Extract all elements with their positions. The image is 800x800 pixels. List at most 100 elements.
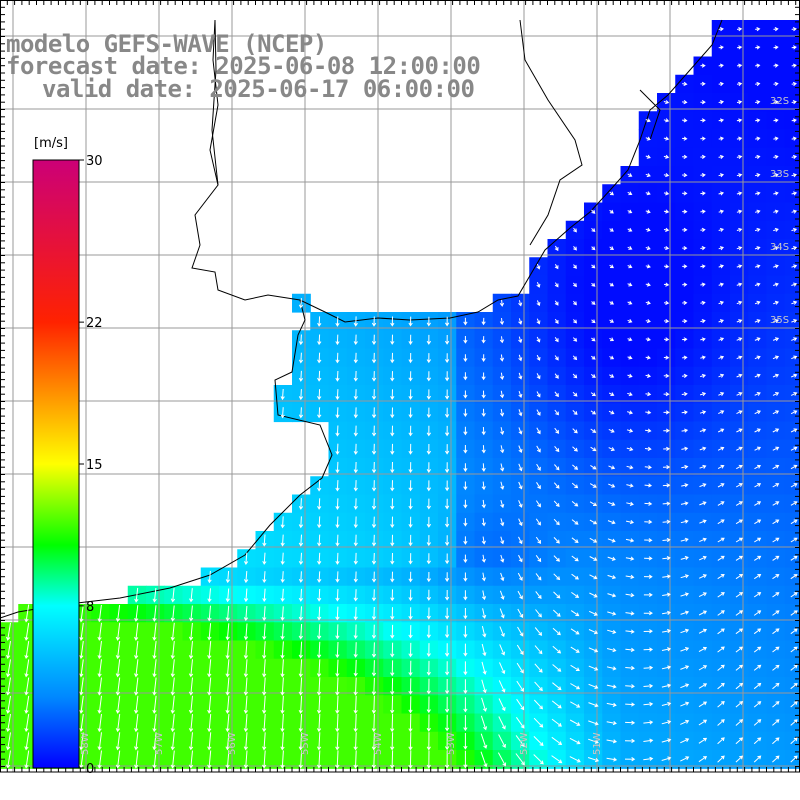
- wind-arrow: [700, 337, 706, 342]
- lagoon-border: [519, 19, 583, 246]
- wind-arrow: [481, 697, 487, 712]
- wind-arrow: [588, 738, 599, 744]
- wind-arrow: [499, 608, 505, 619]
- wind-arrow: [207, 750, 212, 769]
- wind-arrow: [790, 464, 798, 470]
- wind-arrow: [6, 750, 11, 769]
- wind-arrow: [753, 664, 762, 671]
- wind-arrow: [298, 516, 304, 529]
- wind-arrow: [518, 300, 523, 307]
- wind-arrow: [481, 679, 487, 694]
- wind-arrow: [536, 445, 541, 453]
- wind-arrow: [553, 591, 561, 599]
- wind-arrow: [408, 713, 413, 733]
- wind-arrow: [681, 464, 689, 470]
- wind-arrow: [753, 737, 762, 745]
- wind-arrow: [516, 644, 524, 655]
- wind-arrow: [533, 754, 544, 765]
- wind-arrow: [627, 227, 633, 232]
- colorbar-ticks: 30 22 15 8 0: [79, 154, 103, 777]
- wind-arrow: [280, 534, 285, 547]
- wind-arrow: [371, 552, 377, 565]
- wind-arrow: [772, 664, 780, 671]
- wind-arrow: [463, 643, 468, 657]
- wind-arrow: [170, 732, 175, 751]
- wind-arrow: [609, 209, 614, 214]
- wind-arrow: [533, 717, 544, 728]
- lon-label: 53W: [446, 732, 457, 755]
- wind-arrow: [481, 554, 486, 563]
- wind-arrow: [736, 45, 743, 50]
- wind-arrow: [573, 227, 577, 233]
- valid-date: valid date: 2025-06-17 06:00:00: [42, 75, 475, 103]
- wind-arrow: [589, 519, 598, 525]
- wind-arrow: [280, 407, 285, 419]
- wind-arrow: [680, 647, 690, 652]
- wind-arrow: [499, 372, 505, 381]
- wind-arrow: [371, 571, 377, 583]
- wind-arrow: [591, 319, 596, 324]
- wind-arrow: [662, 574, 671, 579]
- wind-arrow: [663, 355, 670, 360]
- wind-arrow: [316, 713, 322, 733]
- wind-arrow: [463, 481, 468, 491]
- wind-arrow: [735, 555, 743, 561]
- wind-arrow: [97, 732, 102, 751]
- wind-arrow: [625, 702, 636, 707]
- wind-arrow: [426, 714, 431, 732]
- wind-arrow: [243, 552, 249, 566]
- wind-arrow: [663, 173, 670, 178]
- wind-arrow: [79, 659, 84, 678]
- wind-arrow: [317, 552, 322, 565]
- wind-arrow: [152, 605, 157, 622]
- wind-arrow: [298, 641, 303, 659]
- wind-arrow: [573, 282, 577, 288]
- wind-arrow: [536, 263, 541, 270]
- wind-arrow: [554, 409, 559, 416]
- wind-arrow: [644, 465, 652, 470]
- wind-arrow: [590, 428, 597, 433]
- wind-arrow: [499, 590, 505, 600]
- wind-arrow: [645, 136, 651, 141]
- wind-arrow: [718, 264, 724, 269]
- wind-arrow: [700, 154, 706, 160]
- wind-arrow: [790, 719, 798, 726]
- wind-arrow: [498, 698, 506, 712]
- wind-arrow: [353, 425, 358, 437]
- wind-arrow: [717, 682, 725, 690]
- wind-arrow: [609, 319, 614, 323]
- wind-arrow: [353, 389, 358, 401]
- wind-arrow: [735, 501, 743, 506]
- wind-arrow: [207, 714, 212, 733]
- wind-arrow: [753, 682, 762, 690]
- wind-arrow: [280, 388, 285, 401]
- wind-arrow: [426, 389, 432, 400]
- wind-arrow: [317, 571, 322, 583]
- wind-arrow: [736, 410, 743, 415]
- wind-arrow: [645, 173, 651, 178]
- wind-arrow: [481, 408, 486, 417]
- wind-arrow: [243, 571, 249, 584]
- wind-arrow: [298, 713, 303, 733]
- wind-arrow: [700, 81, 706, 87]
- wind-arrow: [207, 677, 212, 696]
- wind-arrow: [682, 136, 688, 141]
- wind-arrow: [645, 392, 652, 397]
- wind-arrow: [335, 443, 340, 455]
- wind-arrow: [408, 589, 413, 602]
- wind-arrow: [317, 370, 322, 382]
- wind-arrow: [481, 572, 486, 582]
- wind-arrow: [243, 641, 249, 660]
- wind-arrow: [335, 695, 340, 714]
- wind-arrow: [426, 480, 432, 492]
- wind-arrow: [262, 641, 267, 660]
- wind-arrow: [152, 587, 157, 603]
- wind-arrow: [335, 571, 340, 583]
- wind-arrow: [408, 371, 413, 382]
- wind-arrow: [608, 447, 615, 452]
- wind-arrow: [663, 191, 670, 196]
- wind-arrow: [408, 732, 413, 751]
- wind-arrow: [663, 100, 670, 105]
- wind-arrow: [371, 443, 377, 455]
- wind-arrow: [335, 334, 340, 346]
